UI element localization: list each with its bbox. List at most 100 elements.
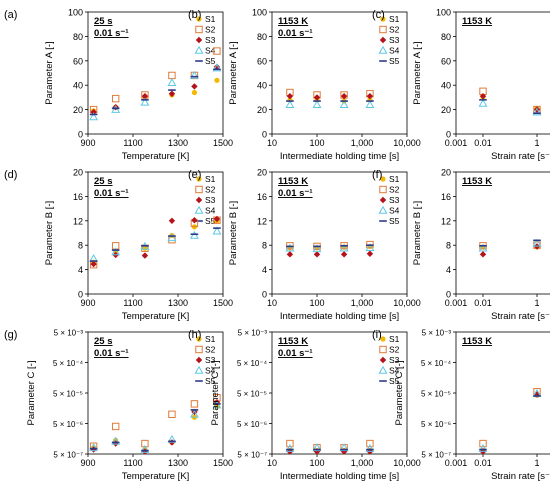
y-tick-label: 5 × 10⁻⁷: [237, 451, 267, 460]
y-axis-label: Parameter C [-]: [394, 361, 405, 426]
legend-label: S2: [205, 185, 216, 195]
marker-s4: [212, 226, 222, 235]
condition-annotation: 1153 K: [462, 176, 492, 187]
y-tick-label: 5 × 10⁻⁵: [421, 390, 451, 399]
x-axis-label: Strain rate [s⁻¹]: [491, 311, 550, 322]
y-tick-label: 20: [441, 105, 451, 115]
y-axis-label: Parameter C [-]: [210, 361, 221, 426]
y-tick-label: 5 × 10⁻⁴: [237, 359, 268, 368]
legend-marker-s2: [195, 345, 203, 354]
marker-s4: [212, 63, 222, 72]
y-tick-label: 5 × 10⁻⁶: [53, 420, 83, 429]
marker-s4: [339, 100, 349, 109]
x-tick-label: 1300: [168, 138, 188, 148]
y-tick-label: 12: [73, 216, 83, 226]
y-tick-label: 8: [78, 241, 83, 251]
marker-s2: [168, 71, 176, 80]
condition-annotation: 0.01 s⁻¹: [278, 188, 313, 199]
y-tick-label: 5 × 10⁻⁶: [421, 420, 451, 429]
condition-annotation: 0.01 s⁻¹: [94, 28, 129, 39]
condition-annotation: 0.01 s⁻¹: [278, 348, 313, 359]
legend-label: S1: [389, 14, 400, 24]
legend-label: S4: [389, 206, 400, 216]
marker-s4: [365, 444, 375, 452]
x-tick-label: 0.01: [474, 458, 492, 468]
legend-label: S3: [389, 35, 400, 45]
legend-label: S3: [205, 355, 216, 365]
marker-s4: [89, 112, 99, 121]
marker-s4: [189, 70, 199, 79]
marker-s3: [141, 92, 149, 100]
x-tick-label: 1,000: [351, 458, 374, 468]
x-tick-label: 10: [267, 298, 277, 308]
x-tick-label: 1: [534, 138, 539, 148]
x-axis-label: Intermediate holding time [s]: [280, 311, 399, 322]
x-tick-label: 1500: [213, 458, 233, 468]
y-tick-label: 20: [73, 168, 83, 178]
y-tick-label: 8: [446, 241, 451, 251]
x-axis-label: Intermediate holding time [s]: [280, 471, 399, 482]
condition-annotation: 1153 K: [462, 336, 492, 347]
x-tick-label: 1300: [168, 298, 188, 308]
panel-label: (a): [4, 9, 17, 21]
legend-label: S2: [389, 25, 400, 35]
marker-s4: [365, 243, 375, 251]
y-tick-label: 5 × 10⁻⁵: [237, 390, 267, 399]
legend-label: S2: [205, 25, 216, 35]
x-tick-label: 0.001: [445, 458, 468, 468]
condition-annotation: 1153 K: [278, 336, 308, 347]
marker-s4: [212, 400, 222, 409]
x-tick-label: 100: [309, 298, 324, 308]
marker-s4: [532, 107, 542, 116]
marker-s4: [478, 243, 488, 252]
panel-label: (c): [372, 9, 385, 21]
panel-label: (f): [372, 169, 382, 181]
plot-frame: [271, 171, 408, 295]
x-tick-label: 0.001: [445, 298, 468, 308]
legend-label: S1: [205, 334, 216, 344]
marker-s4: [339, 243, 349, 252]
y-tick-label: 5 × 10⁻⁷: [53, 451, 83, 460]
x-axis-label: Temperature [K]: [122, 471, 190, 482]
x-tick-label: 1100: [123, 458, 142, 468]
x-tick-label: 10: [267, 138, 277, 148]
y-tick-label: 60: [441, 56, 451, 66]
legend-marker-s2: [195, 25, 203, 34]
marker-s3: [479, 251, 487, 258]
marker-s3: [213, 215, 221, 223]
x-tick-label: 900: [80, 138, 95, 148]
x-tick-label: 1100: [123, 138, 142, 148]
legend-marker-s2: [195, 185, 203, 194]
y-tick-label: 100: [436, 8, 451, 18]
y-tick-label: 20: [257, 168, 267, 178]
marker-s4: [478, 444, 488, 452]
panel-h: (h) 5 × 10⁻⁷ 5 × 10⁻⁶ 5 × 10⁻⁵ 5 × 10⁻⁴ 5 × 1…: [188, 329, 421, 483]
marker-s4: [167, 233, 177, 242]
marker-s4: [312, 244, 322, 253]
marker-s3: [286, 92, 294, 100]
condition-annotation: 1153 K: [278, 16, 308, 27]
marker-s4: [167, 78, 177, 87]
plot-frame: [455, 171, 550, 295]
y-tick-label: 20: [73, 105, 83, 115]
x-axis-label: Strain rate [s⁻¹]: [491, 471, 550, 482]
legend-marker-s3: [379, 36, 387, 44]
y-tick-label: 100: [252, 8, 267, 18]
y-tick-label: 0: [262, 290, 267, 300]
legend-label: S3: [389, 195, 400, 205]
marker-s4: [532, 238, 542, 247]
condition-annotation: 25 s: [94, 176, 113, 187]
marker-s3: [90, 108, 97, 116]
marker-s3: [191, 83, 198, 90]
marker-s2: [366, 439, 374, 448]
marker-s3: [479, 92, 487, 100]
legend-marker-s3: [195, 356, 203, 364]
y-tick-label: 4: [78, 265, 83, 275]
y-tick-label: 16: [257, 192, 267, 202]
x-axis-label: Temperature [K]: [122, 311, 190, 322]
y-tick-label: 16: [441, 192, 451, 202]
legend-marker-s4: [378, 365, 388, 374]
legend-marker-s4: [378, 205, 388, 214]
